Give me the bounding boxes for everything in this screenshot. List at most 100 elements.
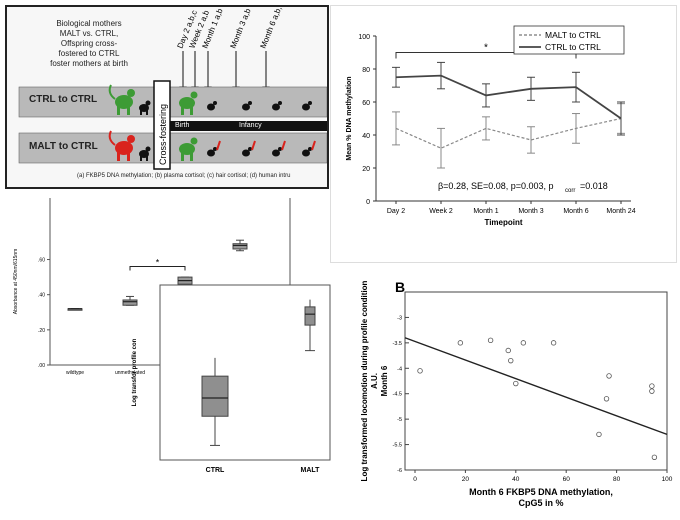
x-tick-label: Month 24 <box>606 208 635 215</box>
malt-mother-monkey <box>108 130 135 161</box>
ctrl-mother-monkey <box>108 84 135 115</box>
study-design-panel: Biological mothers MALT vs. CTRL, Offspr… <box>5 5 329 189</box>
x-tick-label: 80 <box>613 476 621 483</box>
significance-bracket <box>129 266 186 271</box>
y-tick-label: -5 <box>397 417 402 423</box>
cross-fostering-label: Cross-fostering <box>158 104 168 165</box>
y-tick-label: 100 <box>358 34 370 41</box>
malt-infant-monkey <box>139 146 151 161</box>
y-tick-label: .40 <box>38 293 45 299</box>
header-line: Offspring cross- <box>60 39 118 48</box>
x-axis-title: Month 6 FKBP5 DNA methylation, <box>469 487 613 497</box>
y-tick-label: -6 <box>397 468 402 474</box>
ctrl-infant-monkey <box>139 100 151 115</box>
scatter-point <box>649 388 655 394</box>
y-axis-title: Absorbance at 450nm/615nm <box>13 249 19 315</box>
fit-line <box>404 337 668 436</box>
row-label-malt: MALT to CTRL <box>29 141 98 152</box>
x-tick-label: 40 <box>512 476 520 483</box>
y-tick-label: -3 <box>397 315 402 321</box>
x-tick-label: unmethylated <box>115 370 145 376</box>
locomotion-scatter-chart: B -3 -3.5 -4 -4.5 -5 -5.5 -6 0 20 40 60 80 100 Month 6… <box>360 279 673 508</box>
stats-annotation-sub: corr <box>565 188 575 194</box>
x-tick-label: Week 2 <box>429 208 453 215</box>
x-axis-title: CpG5 in % <box>518 498 563 508</box>
malt-red-marks <box>216 140 316 151</box>
header-line: foster mothers at birth <box>50 59 128 68</box>
design-header: Biological mothers MALT vs. CTRL, Offspr… <box>29 19 149 69</box>
design-footnote: (a) FKBP5 DNA methylation; (b) plasma co… <box>77 173 291 179</box>
x-tick-label: wildtype <box>66 370 84 376</box>
plot-frame <box>159 284 331 461</box>
y-tick-label: .20 <box>38 328 45 334</box>
legend-box <box>513 25 625 55</box>
significance-star: * <box>156 258 160 268</box>
timepoint-arrows <box>179 51 270 95</box>
cross-fostering-box <box>153 80 171 170</box>
scatter-point <box>651 454 658 460</box>
series-line <box>395 74 622 120</box>
x-tick-label: Month 1 <box>473 208 498 215</box>
y-axis-title: Month 6 <box>380 365 389 396</box>
infant-monkey <box>207 101 312 111</box>
legend-label: MALT to CTRL <box>545 30 601 40</box>
stats-annotation-tail: =0.018 <box>580 181 608 191</box>
scatter-point <box>508 357 514 364</box>
methylation-line-chart: 0 20 40 60 80 100 Day 2 Week 2 Month 1 Month 3 Mon… <box>346 25 636 227</box>
scatter-point <box>457 340 464 346</box>
y-tick-label: -3.5 <box>393 341 402 347</box>
scatter-point <box>649 383 655 389</box>
x-tick-label: MALT <box>301 467 321 474</box>
box <box>232 243 248 250</box>
scatter-point <box>487 337 494 344</box>
plot-frame <box>404 291 668 471</box>
scatter-point <box>603 396 610 402</box>
ctrl-foster-monkey <box>179 91 198 115</box>
timepoint-label: Month 3 a,b <box>229 7 253 50</box>
x-axis-title: Timepoint <box>484 218 522 227</box>
y-tick-label: -4 <box>397 366 402 372</box>
y-axis-title: Mean % DNA methylation <box>346 76 353 160</box>
phase-band <box>167 121 327 131</box>
y-tick-label: 0 <box>366 199 370 206</box>
x-tick-label: 0 <box>413 476 417 483</box>
design-graphic: Day 2 a,b,c Week 2 a,b Month 1 a,b Month… <box>18 7 327 170</box>
significance-star: * <box>484 43 488 54</box>
box <box>304 306 316 326</box>
scatter-point <box>606 373 612 379</box>
y-tick-label: 40 <box>362 133 370 140</box>
y-axis-title: A.U. <box>370 373 379 389</box>
header-line: fostered to CTRL <box>58 49 120 58</box>
box <box>122 299 138 306</box>
header-line: Biological mothers <box>56 19 122 28</box>
y-axis-title: Log transformed locomotion during profil… <box>360 280 369 481</box>
stats-annotation: β=0.28, SE=0.08, p=0.003, p <box>438 181 554 191</box>
locomotion-scatter-panel: B -3 -3.5 -4 -4.5 -5 -5.5 -6 0 20 40 60 80 100 Month 6… <box>345 279 675 515</box>
phase-label-birth: Birth <box>175 122 190 129</box>
y-axis-title: Log transfor profile con <box>132 338 138 406</box>
scatter-point <box>596 431 602 438</box>
box <box>201 375 229 417</box>
ctrl-row-bar <box>18 86 327 118</box>
x-tick-label: Day 2 <box>387 208 405 215</box>
malt-infant-monkey <box>207 147 312 157</box>
malt-foster-monkey <box>179 137 198 161</box>
y-tick-label: -5.5 <box>393 443 402 449</box>
series-line <box>395 117 622 149</box>
x-tick-label: 100 <box>662 476 673 483</box>
legend-label: CTRL to CTRL <box>545 42 601 52</box>
scatter-point <box>513 380 519 387</box>
row-label-ctrl: CTRL to CTRL <box>29 94 98 105</box>
scatter-point <box>505 347 511 354</box>
scatter-point <box>520 340 527 346</box>
significance-bracket <box>395 52 577 59</box>
y-tick-label: 80 <box>362 67 370 74</box>
y-tick-label: 20 <box>362 166 370 173</box>
y-tick-label: 60 <box>362 100 370 107</box>
x-tick-label: 20 <box>462 476 470 483</box>
y-tick-label: -4.5 <box>393 392 402 398</box>
timepoint-label: Month 6 a,b,c,d <box>259 7 288 50</box>
malt-row-bar <box>18 132 327 164</box>
scatter-point <box>417 368 423 374</box>
profile-box-chart: CTRL MALT Log transfor profile con <box>132 284 331 474</box>
